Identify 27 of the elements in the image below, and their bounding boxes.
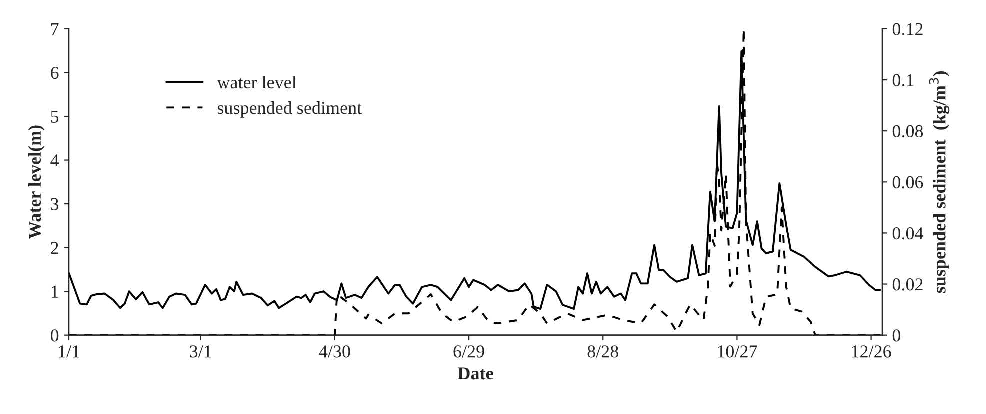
x-tick-label: 1/1 bbox=[59, 346, 80, 358]
x-tick-label: 8/28 bbox=[588, 346, 618, 358]
y2-tick-label: 0.08 bbox=[892, 125, 924, 138]
y-tick-label: 5 bbox=[51, 110, 59, 123]
y2-axis-title: suspended sediment (kg/m$^{3}$) bbox=[929, 72, 950, 294]
y2-tick-label: 0.02 bbox=[892, 278, 923, 291]
legend-label: suspended sediment bbox=[218, 101, 362, 118]
x-axis-title: Date bbox=[458, 368, 494, 380]
y-tick-label: 6 bbox=[51, 67, 59, 80]
y-tick-label: 0 bbox=[50, 330, 59, 342]
x-tick-label: 3/1 bbox=[190, 346, 212, 358]
x-tick-label: 10/27 bbox=[718, 346, 758, 358]
y-tick-label: 4 bbox=[50, 154, 60, 167]
y-tick-label: 3 bbox=[51, 198, 59, 210]
x-tick-label: 12/26 bbox=[852, 346, 892, 358]
y-axis-title: Water level(m) bbox=[28, 126, 45, 240]
x-tick-label: 6/29 bbox=[454, 346, 484, 358]
y-tick-label: 2 bbox=[51, 242, 58, 254]
y-tick-label: 1 bbox=[52, 286, 58, 298]
y2-tick-label: 0.04 bbox=[892, 227, 924, 240]
y-tick-label: 7 bbox=[51, 23, 59, 36]
y2-tick-label: 0 bbox=[892, 330, 901, 342]
y2-tick-label: 0.12 bbox=[892, 23, 923, 36]
y2-tick-label: 0.1 bbox=[892, 74, 914, 87]
x-tick-label: 4/30 bbox=[319, 346, 350, 358]
y2-tick-label: 0.06 bbox=[892, 176, 924, 189]
legend-label: water level bbox=[217, 76, 297, 89]
